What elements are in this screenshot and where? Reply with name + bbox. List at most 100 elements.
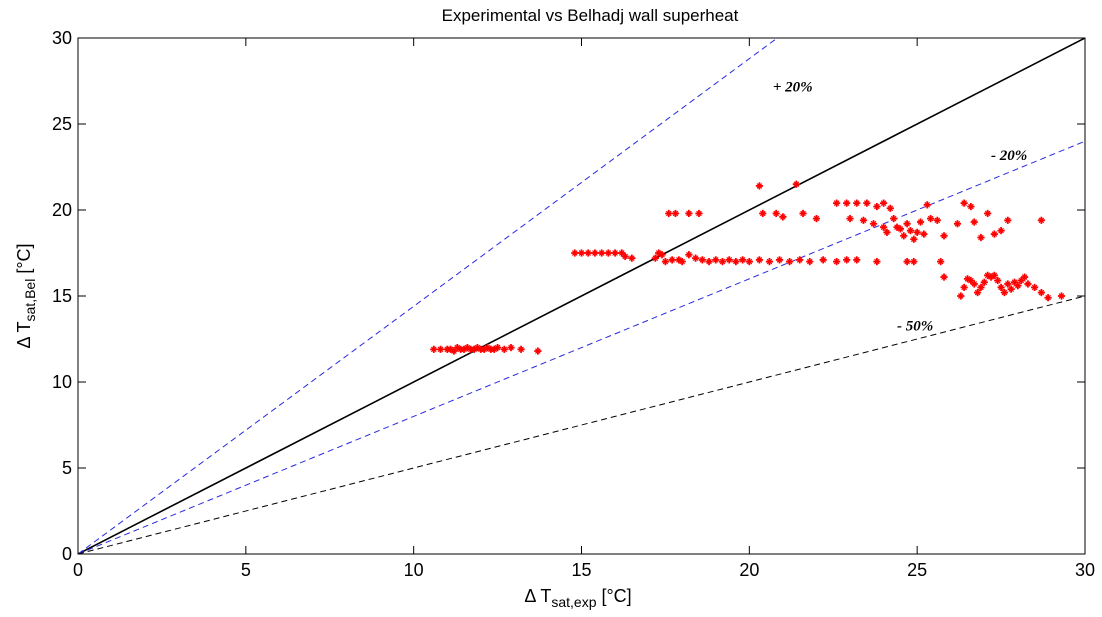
data-point	[880, 223, 888, 231]
axis-ticks: 0 5 10 15 20 25 30 0 5 10 15 20 25 30	[52, 28, 1095, 580]
data-point	[712, 256, 720, 264]
data-point	[584, 249, 592, 257]
y-axis-label-unit: [°C]	[14, 243, 34, 278]
reference-line-2	[78, 140, 1085, 554]
data-point	[873, 258, 881, 266]
data-point	[970, 218, 978, 226]
data-point	[430, 345, 438, 353]
x-tick-label: 25	[907, 560, 927, 580]
data-point	[960, 199, 968, 207]
data-point	[853, 256, 861, 264]
data-point	[890, 215, 898, 223]
data-point	[698, 256, 706, 264]
data-point	[859, 216, 868, 224]
data-point	[493, 344, 502, 352]
data-point	[920, 230, 928, 238]
data-point	[775, 256, 784, 264]
data-point	[960, 283, 968, 291]
y-axis-label-prefix: Δ T	[14, 321, 34, 348]
data-point	[598, 249, 606, 257]
data-point	[990, 271, 998, 279]
data-point	[591, 249, 599, 257]
data-point	[997, 227, 1005, 235]
data-point	[819, 256, 827, 264]
annotations: + 20% - 20% - 50%	[773, 79, 1027, 334]
data-point	[940, 273, 948, 281]
reference-line-0	[78, 38, 1085, 554]
data-point	[695, 209, 703, 218]
data-point	[759, 209, 767, 218]
data-point	[604, 249, 612, 257]
data-point	[772, 209, 780, 218]
y-axis-label-subscript: sat,Bel	[22, 279, 38, 322]
data-point	[732, 258, 740, 266]
y-tick-label: 0	[62, 544, 72, 564]
data-point	[779, 213, 787, 221]
data-point	[571, 249, 579, 257]
data-point	[833, 258, 841, 266]
data-point	[577, 249, 586, 257]
data-point	[1031, 283, 1039, 291]
chart-title: Experimental vs Belhadj wall superheat	[442, 6, 739, 25]
data-point	[1007, 285, 1015, 293]
data-point	[812, 215, 821, 223]
data-point	[977, 233, 985, 242]
reference-lines	[78, 38, 1085, 554]
data-point	[984, 209, 992, 218]
data-point	[970, 280, 978, 288]
data-point	[953, 220, 962, 228]
data-point	[786, 258, 794, 266]
data-point	[718, 258, 727, 266]
data-point	[1014, 282, 1022, 290]
data-point	[1037, 288, 1045, 297]
data-point	[997, 283, 1005, 291]
data-point	[685, 251, 693, 259]
x-tick-label: 10	[404, 560, 424, 580]
data-point	[833, 199, 841, 207]
data-point	[436, 345, 445, 353]
data-point	[534, 347, 542, 355]
y-tick-label: 5	[62, 458, 72, 478]
data-point	[611, 249, 619, 257]
data-point	[843, 199, 851, 207]
data-point	[725, 256, 733, 264]
annotation-label: + 20%	[773, 79, 813, 95]
annotation-label: - 50%	[897, 318, 933, 334]
data-point	[883, 228, 891, 236]
data-markers	[430, 180, 1066, 355]
y-tick-label: 30	[52, 28, 72, 48]
data-point	[940, 232, 948, 240]
y-axis-label: Δ Tsat,Bel [°C]	[14, 243, 38, 348]
x-axis-label-prefix: Δ T	[524, 586, 551, 606]
x-tick-label: 0	[73, 560, 83, 580]
data-point	[973, 288, 982, 297]
data-point	[933, 216, 941, 224]
data-point	[651, 254, 659, 262]
x-axis-label: Δ Tsat,exp [°C]	[524, 586, 631, 610]
data-point	[977, 283, 985, 291]
data-point	[500, 345, 508, 353]
data-point	[937, 258, 945, 266]
data-point	[628, 254, 636, 262]
data-point	[926, 215, 935, 223]
data-point	[886, 204, 894, 212]
data-point	[910, 235, 918, 243]
reference-line-3	[78, 295, 1085, 554]
data-point	[692, 254, 700, 262]
data-point	[705, 258, 713, 266]
y-tick-label: 20	[52, 200, 72, 220]
data-point	[668, 256, 676, 264]
data-point	[900, 232, 908, 240]
data-point	[869, 220, 878, 228]
data-point	[507, 344, 515, 352]
data-point	[745, 258, 753, 266]
data-point	[1000, 288, 1009, 297]
x-axis-label-unit: [°C]	[596, 586, 631, 606]
data-point	[957, 292, 965, 300]
data-point	[903, 220, 911, 228]
data-point	[1024, 280, 1032, 288]
x-tick-label: 15	[571, 560, 591, 580]
y-tick-label: 25	[52, 114, 72, 134]
